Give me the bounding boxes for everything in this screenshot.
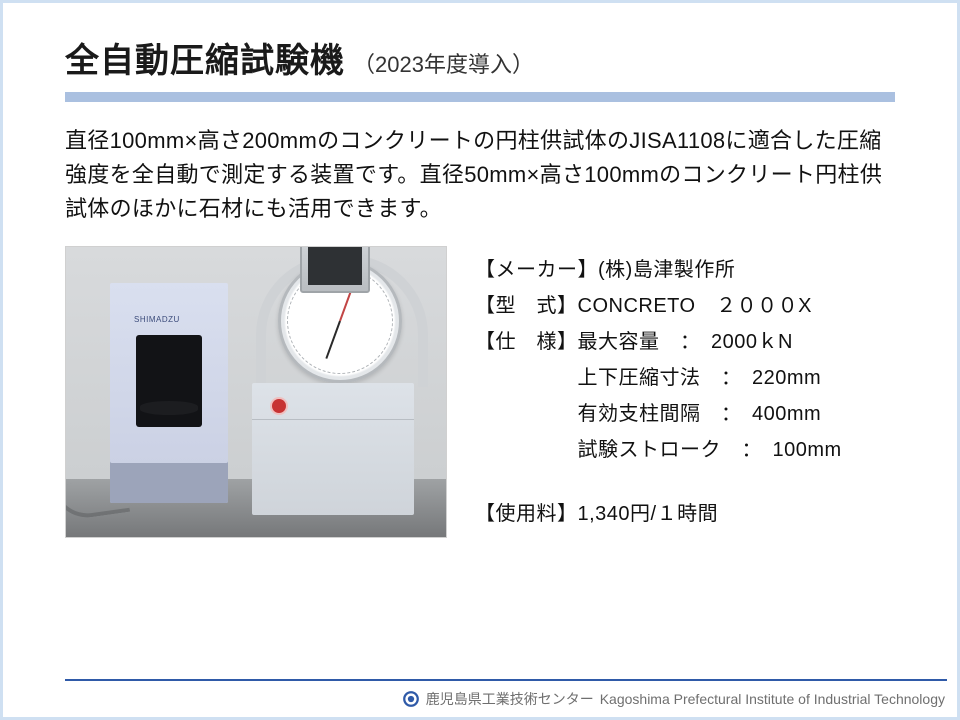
photo-console-unit <box>244 265 422 515</box>
press-brand-label: SHIMADZU <box>134 315 180 324</box>
footer-en-text: Kagoshima Prefectural Institute of Indus… <box>600 691 945 707</box>
console-cabinet <box>252 383 414 515</box>
spec-row-column-span: 有効支柱間隔 ： 400mm <box>475 396 842 432</box>
footer-jp-text: 鹿児島県工業技術センター <box>426 689 594 709</box>
spec-text: 上下圧縮寸法 ： 220mm <box>475 367 821 389</box>
body-row: SHIMADZU 【メーカー】(株)島津製作 <box>65 246 895 538</box>
spec-row-capacity: 【仕 様】最大容量 ： 2000ｋN <box>475 324 842 360</box>
title-row: 全自動圧縮試験機 （2023年度導入） <box>65 33 895 82</box>
footer-row: 鹿児島県工業技術センター Kagoshima Prefectural Insti… <box>402 689 945 709</box>
console-touchscreen <box>300 246 370 293</box>
spec-text: 【仕 様】最大容量 ： 2000ｋN <box>475 331 793 353</box>
title-underline <box>65 92 895 102</box>
spec-row-compress-height: 上下圧縮寸法 ： 220mm <box>475 360 842 396</box>
page-title: 全自動圧縮試験機 <box>65 33 345 82</box>
spec-row-model: 【型 式】CONCRETO ２０００X <box>475 288 842 324</box>
description-text: 直径100mm×高さ200mmのコンクリートの円柱供試体のJISA1108に適合… <box>65 124 895 226</box>
equipment-photo: SHIMADZU <box>65 246 447 538</box>
page-subtitle: （2023年度導入） <box>353 47 534 79</box>
footer-rule <box>65 679 947 681</box>
dial-needle-black <box>325 321 341 359</box>
spec-text: 【メーカー】(株)島津製作所 <box>475 259 735 281</box>
slide-frame: 全自動圧縮試験機 （2023年度導入） 直径100mm×高さ200mmのコンクリ… <box>0 0 960 720</box>
spec-text: 【使用料】1,340円/１時間 <box>475 503 718 525</box>
footer-logo-icon <box>402 690 420 708</box>
spec-row-fee: 【使用料】1,340円/１時間 <box>475 496 842 532</box>
spec-text: 有効支柱間隔 ： 400mm <box>475 403 821 425</box>
spec-row-stroke: 試験ストローク ： 100mm <box>475 432 842 468</box>
spec-text: 試験ストローク ： 100mm <box>475 439 842 461</box>
spec-text: 【型 式】CONCRETO ２０００X <box>475 295 812 317</box>
spec-row-maker: 【メーカー】(株)島津製作所 <box>475 252 842 288</box>
console-stop-button <box>272 399 286 413</box>
photo-press-unit: SHIMADZU <box>110 283 228 503</box>
spec-gap <box>475 468 842 496</box>
spec-block: 【メーカー】(株)島津製作所 【型 式】CONCRETO ２０００X 【仕 様】… <box>475 252 842 538</box>
content-area: 全自動圧縮試験機 （2023年度導入） 直径100mm×高さ200mmのコンクリ… <box>3 3 957 538</box>
press-lower-platen <box>140 401 198 415</box>
